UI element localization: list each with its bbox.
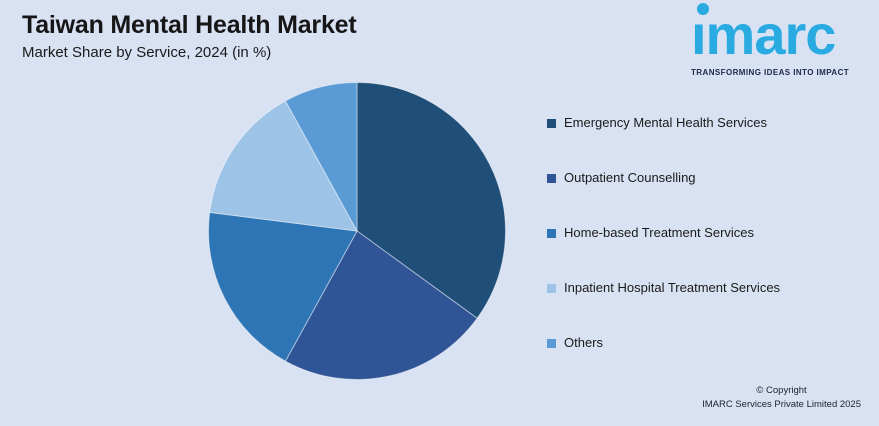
legend-label: Inpatient Hospital Treatment Services <box>564 280 781 295</box>
legend-label: Others <box>564 335 604 350</box>
logo-tagline: TRANSFORMING IDEAS INTO IMPACT <box>691 67 850 77</box>
page-title: Taiwan Mental Health Market <box>22 11 357 39</box>
legend-item-5: Others <box>547 336 780 350</box>
legend-item-1: Emergency Mental Health Services <box>547 116 780 130</box>
pie-chart <box>208 82 506 380</box>
chart-legend: Emergency Mental Health Services Outpatie… <box>547 116 780 391</box>
legend-label: Emergency Mental Health Services <box>564 115 768 130</box>
pie-slice-5 <box>284 82 358 232</box>
legend-label: Home-based Treatment Services <box>564 225 755 240</box>
logo-dot-icon <box>697 3 709 15</box>
copyright-line1: © Copyright <box>756 384 807 396</box>
pie-slice-2 <box>284 230 478 380</box>
header: Taiwan Mental Health Market Market Share… <box>22 10 357 61</box>
legend-label: Outpatient Counselling <box>564 170 696 185</box>
legend-swatch-icon <box>547 228 556 238</box>
copyright-line2: IMARC Services Private Limited 2025 <box>702 399 861 411</box>
pie-slice-4 <box>209 100 358 232</box>
imarc-logo-wordmark: ımarc <box>691 3 867 66</box>
legend-swatch-icon <box>547 173 556 183</box>
page-subtitle: Market Share by Service, 2024 (in %) <box>22 44 272 61</box>
imarc-logo: ımarc TRANSFORMING IDEAS INTO IMPACT <box>691 3 867 77</box>
pie-slice-1 <box>356 82 506 319</box>
logo-brand-text: ımarc <box>691 3 836 66</box>
legend-swatch-icon <box>547 283 556 293</box>
legend-item-3: Home-based Treatment Services <box>547 226 780 240</box>
legend-swatch-icon <box>547 338 556 348</box>
legend-swatch-icon <box>547 118 556 128</box>
legend-item-4: Inpatient Hospital Treatment Services <box>547 281 780 295</box>
legend-item-2: Outpatient Counselling <box>547 171 780 185</box>
pie-slice-3 <box>208 211 358 362</box>
pie-chart-area <box>202 76 512 386</box>
copyright: © Copyright IMARC Services Private Limit… <box>702 384 861 413</box>
